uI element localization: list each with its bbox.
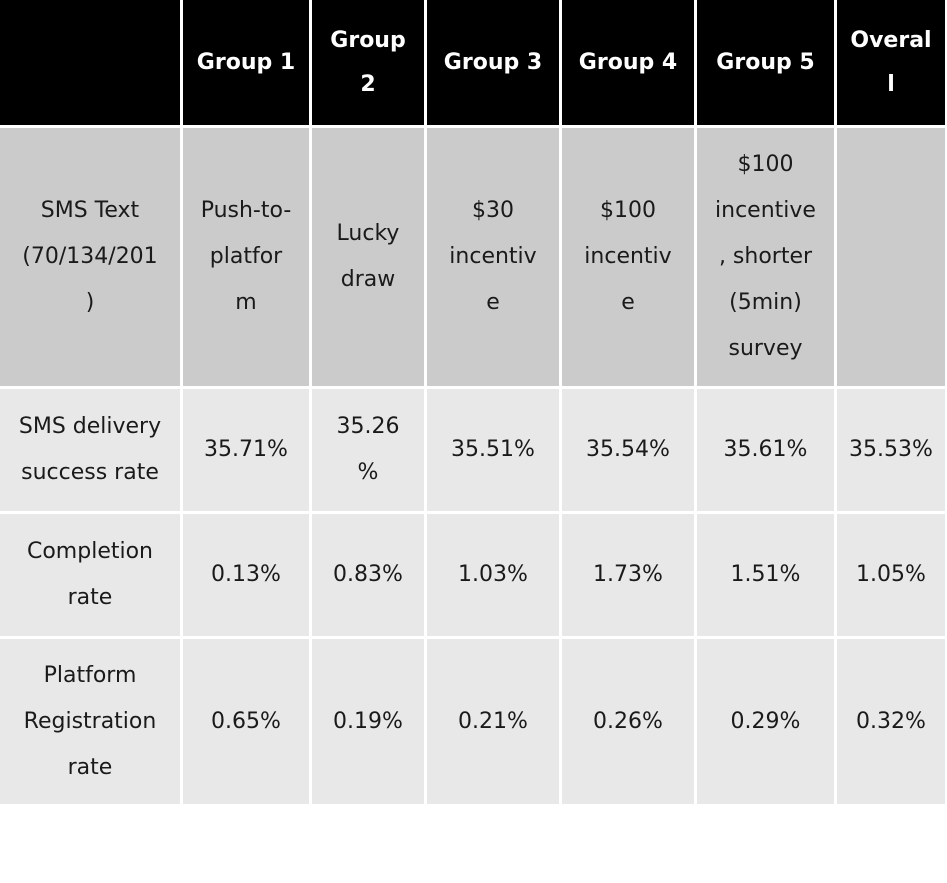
table-cell: 1.51% [697,514,834,636]
table-cell: 35.61% [697,389,834,511]
table-cell: 0.29% [697,639,834,804]
header-group-5: Group 5 [697,0,834,125]
table-cell: Lucky draw [312,128,424,386]
header-group-4: Group 4 [562,0,694,125]
table-cell: 35.71% [183,389,309,511]
table-cell: 1.05% [837,514,945,636]
results-table: Group 1 Group 2 Group 3 Group 4 Group 5 … [0,0,947,804]
row-label-sms-text: SMS Text (70/134/201 ) [0,128,180,386]
table-cell [837,128,945,386]
table-cell: 0.26% [562,639,694,804]
row-label-sms-delivery: SMS delivery success rate [0,389,180,511]
header-group-1: Group 1 [183,0,309,125]
table-cell: 0.19% [312,639,424,804]
table-cell: $100 incentiv e [562,128,694,386]
table-cell: 35.53% [837,389,945,511]
table-cell: $30 incentiv e [427,128,559,386]
table-cell: 35.51% [427,389,559,511]
header-overall: Overal l [837,0,945,125]
header-group-3: Group 3 [427,0,559,125]
header-group-2: Group 2 [312,0,424,125]
table-cell: 35.54% [562,389,694,511]
row-label-completion-rate: Completion rate [0,514,180,636]
table-cell: 0.83% [312,514,424,636]
table-cell: 35.26 % [312,389,424,511]
table-cell: 0.13% [183,514,309,636]
header-corner-cell [0,0,180,125]
results-table-grid: Group 1 Group 2 Group 3 Group 4 Group 5 … [0,0,947,804]
table-cell: 1.03% [427,514,559,636]
table-cell: 0.65% [183,639,309,804]
table-cell: 1.73% [562,514,694,636]
table-cell: 0.21% [427,639,559,804]
row-label-platform-registration: Platform Registration rate [0,639,180,804]
table-cell: 0.32% [837,639,945,804]
table-cell: $100 incentive , shorter (5min) survey [697,128,834,386]
table-cell: Push-to- platfor m [183,128,309,386]
